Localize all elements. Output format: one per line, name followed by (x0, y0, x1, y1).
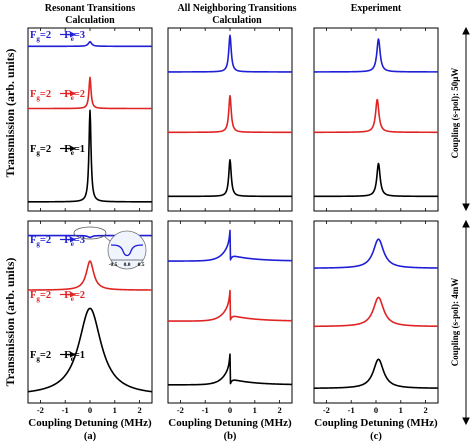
inset-tick-neg: -0.5 (109, 262, 118, 268)
traces (27, 34, 439, 393)
annotation-top-1: Fg=2 Fe=2 (30, 89, 85, 102)
col-title-c: Experiment (351, 3, 402, 14)
row-arrows (462, 26, 470, 426)
trace-top-middle-Fe1 (167, 158, 293, 198)
tick-label-bottom-left-1: -1 (62, 405, 69, 415)
arrow-head-bottom-0 (70, 236, 76, 243)
trace-top-left-Fe1 (27, 109, 153, 203)
tick-label-bottom-right-4: 2 (423, 405, 427, 415)
x-ticks: -2 -1 0 1 2 -2 -1 0 1 2 -2 -1 0 1 2 (37, 28, 428, 415)
inset-tick-pos: 0.5 (138, 262, 145, 268)
annotation-bottom-2: Fg=2 Fe=1 (30, 350, 85, 363)
annotation-top-0: Fg=2 Fe=3 (30, 30, 85, 43)
y-axis-label-bottom: Transmission (arb. units) (3, 258, 17, 387)
subplot-label-c: (c) (370, 431, 382, 442)
trace-bottom-left-Fe2 (27, 260, 153, 291)
annotation-bottom-0: Fg=2 Fe=3 (30, 235, 85, 248)
inset-trace (110, 244, 144, 257)
tick-label-bottom-left-3: 1 (113, 405, 117, 415)
trace-bottom-right-Fe3 (313, 238, 439, 269)
tick-label-bottom-right-2: 0 (374, 405, 378, 415)
trace-top-middle-Fe3 (167, 34, 293, 73)
arrow-head-bottom-1 (70, 291, 76, 298)
panel-frame-top-middle (167, 27, 293, 212)
tick-label-bottom-right-0: -2 (323, 405, 330, 415)
trace-bottom-middle-Fe2 (167, 289, 293, 322)
column-titles: Resonant Transitions Calculation All Nei… (45, 3, 402, 26)
annotation-bottom-1: Fg=2 Fe=2 (30, 290, 85, 303)
trace-bottom-middle-Fe1 (167, 353, 293, 386)
annotation-text-bottom-1: Fg=2 Fe=2 (30, 290, 85, 303)
row-label-bottom: Coupling (s-pol): 4mW (450, 278, 460, 367)
y-axis-label-top: Transmission (arb. units) (3, 49, 17, 178)
row-label-top: Coupling (s-pol): 50μW (450, 68, 460, 159)
tick-label-bottom-right-3: 1 (399, 405, 403, 415)
arrow-head-top-1 (70, 90, 76, 97)
inset-circle (107, 230, 147, 270)
tick-label-bottom-left-0: -2 (37, 405, 44, 415)
trace-top-left-Fe2 (27, 76, 153, 110)
col-title-a-line1: Resonant Transitions (45, 3, 136, 14)
trace-top-right-Fe1 (313, 162, 439, 198)
trace-bottom-left-Fe1 (27, 307, 153, 393)
inset-tick-zero: 0.0 (124, 262, 131, 268)
annotation-text-top-1: Fg=2 Fe=2 (30, 89, 85, 102)
tick-label-bottom-right-1: -1 (348, 405, 355, 415)
trace-top-right-Fe3 (313, 38, 439, 73)
tick-label-bottom-middle-2: 0 (228, 405, 232, 415)
annotation-text-bottom-2: Fg=2 Fe=1 (30, 350, 85, 363)
subplot-label-b: (b) (224, 431, 237, 442)
annotation-text-top-0: Fg=2 Fe=3 (30, 30, 85, 43)
x-axis-label-a: Coupling Detuning (MHz) (28, 417, 152, 429)
trace-bottom-middle-Fe3 (167, 229, 293, 262)
arrow-head-top-2 (70, 145, 76, 152)
col-title-b-line2: Calculation (212, 15, 262, 26)
tick-label-bottom-middle-3: 1 (253, 405, 257, 415)
annotation-text-top-2: Fg=2 Fe=1 (30, 144, 85, 157)
subplot-label-a: (a) (84, 431, 97, 442)
trace-bottom-right-Fe1 (313, 358, 439, 389)
trace-top-middle-Fe2 (167, 94, 293, 134)
x-axis-label-c: Coupling Detuning (MHz) (314, 417, 438, 429)
tick-label-bottom-middle-0: -2 (177, 405, 184, 415)
inset: -0.5 0.0 0.5 (73, 226, 147, 270)
x-axis-label-b: Coupling Detuning (MHz) (168, 417, 292, 429)
tick-label-bottom-middle-4: 2 (277, 405, 281, 415)
col-title-b-line1: All Neighboring Transitions (177, 3, 296, 14)
inset-zoom-ellipse (73, 226, 107, 240)
col-title-a-line2: Calculation (65, 15, 115, 26)
transition-annotations: Fg=2 Fe=3 Fg=2 Fe=2 Fg=2 Fe=1 Fg=2 Fe=3 Fg=2… (30, 30, 85, 363)
tick-label-bottom-left-4: 2 (137, 405, 141, 415)
tick-label-bottom-left-2: 0 (88, 405, 92, 415)
trace-top-right-Fe2 (313, 98, 439, 134)
trace-bottom-right-Fe2 (313, 296, 439, 328)
trace-top-left-Fe3 (27, 40, 153, 48)
arrow-head-bottom-2 (70, 351, 76, 358)
tick-label-bottom-middle-1: -1 (202, 405, 209, 415)
annotation-text-bottom-0: Fg=2 Fe=3 (30, 235, 85, 248)
panel-frame-bottom-right (313, 220, 439, 404)
annotation-top-2: Fg=2 Fe=1 (30, 144, 85, 157)
arrow-head-top-0 (70, 31, 76, 38)
